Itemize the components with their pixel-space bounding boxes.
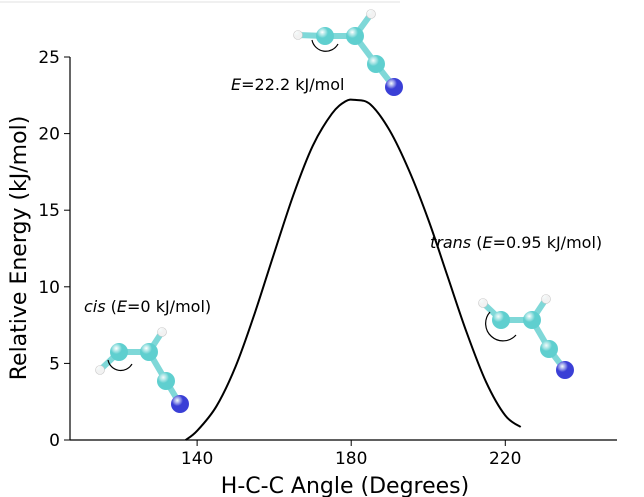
carbon-atom xyxy=(316,27,334,45)
y-tick-label: 20 xyxy=(38,125,60,145)
carbon-atom xyxy=(110,343,128,361)
carbon-atom xyxy=(367,55,385,73)
carbon-atom xyxy=(157,372,175,390)
hydrogen-atom xyxy=(478,298,488,308)
barrier-annotation: E=22.2 kJ/mol xyxy=(231,75,344,94)
angle-arc xyxy=(485,311,517,342)
y-tick-label: 25 xyxy=(38,48,60,68)
y-tick-label: 10 xyxy=(38,278,60,298)
cis-annotation: cis (E=0 kJ/mol) xyxy=(84,297,211,316)
nitrogen-atom xyxy=(171,395,189,413)
hydrogen-atom xyxy=(157,327,167,337)
ticks xyxy=(64,56,506,446)
x-axis-title: H-C-C Angle (Degrees) xyxy=(221,474,469,497)
nitrogen-atom xyxy=(556,361,574,379)
transition-molecule-illustration xyxy=(293,9,403,96)
trans-annotation: trans (E=0.95 kJ/mol) xyxy=(430,233,602,252)
x-tick-label: 140 xyxy=(181,449,213,469)
carbon-atom xyxy=(492,311,510,329)
carbon-atom xyxy=(523,311,541,329)
y-tick-label: 5 xyxy=(49,354,60,374)
axes xyxy=(69,57,617,441)
nitrogen-atom xyxy=(385,78,403,96)
trans-molecule-illustration xyxy=(478,294,574,379)
hydrogen-atom xyxy=(366,9,376,19)
angle-arc xyxy=(107,359,133,372)
hydrogen-atom xyxy=(541,294,551,304)
tick-labels: 140 180 220 0 5 10 15 20 25 xyxy=(38,48,521,469)
carbon-atom xyxy=(540,340,558,358)
carbon-atom xyxy=(140,343,158,361)
y-tick-label: 0 xyxy=(49,431,60,451)
x-tick-label: 180 xyxy=(335,449,367,469)
y-tick-label: 15 xyxy=(38,201,60,221)
energy-curve xyxy=(184,98,522,441)
hydrogen-atom xyxy=(293,30,303,40)
y-axis-title: Relative Energy (kJ/mol) xyxy=(7,116,32,381)
x-tick-label: 220 xyxy=(489,449,521,469)
angle-arc xyxy=(311,39,339,52)
carbon-atom xyxy=(346,27,364,45)
cis-molecule-illustration xyxy=(95,327,189,413)
hydrogen-atom xyxy=(95,365,105,375)
